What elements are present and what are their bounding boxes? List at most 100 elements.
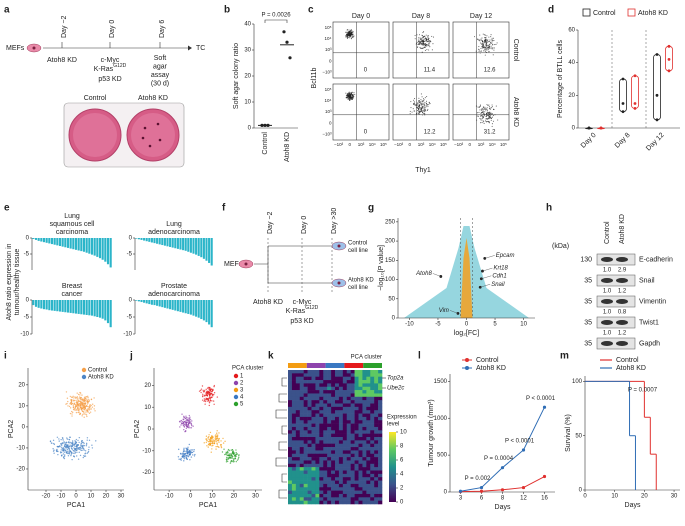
y-tick-label: 10⁵ [325,87,332,92]
cloud-dot [218,437,221,440]
bar [64,300,67,313]
cloud-dot [345,34,347,36]
heatmap-cell [327,437,332,441]
x-tick-label: −10³ [454,142,464,147]
cloud-dot [216,396,219,398]
bar [176,238,179,249]
cloud-dot [186,452,189,455]
cloud-dot [216,435,218,437]
x-tick-label: 10 [520,322,527,328]
heatmap-cell [358,477,363,481]
cloud-dot [230,454,233,457]
heatmap-cell [303,500,308,505]
cloud-dot [85,398,88,400]
cloud-dot [486,45,488,47]
heatmap-cell [331,457,336,461]
heatmap-cell [354,396,359,401]
heatmap-cell [291,443,297,448]
cloud-dot [84,407,86,410]
heatmap-cell [378,376,383,381]
heatmap-cell [378,467,383,471]
cloud-dot [418,112,420,114]
heatmap-cell [315,423,320,428]
heatmap-cell [319,470,324,475]
protein-label: Vimentin [639,298,666,305]
cloud-dot [72,452,74,455]
heatmap-cell [311,443,316,448]
timepoint-label: Day 0 [109,20,116,38]
cloud-dot [88,412,91,415]
heatmap-cell [378,490,383,495]
cloud-dot [184,417,187,419]
heatmap-cell [303,406,308,411]
cloud-dot [421,40,423,42]
heatmap-cell [358,433,363,438]
heatmap-cell [323,500,328,505]
cloud-dot [185,452,187,455]
cloud-dot [419,102,422,104]
panel-label: h [546,203,552,214]
cloud-dot [230,461,232,463]
cloud-dot [187,446,189,449]
heatmap-cell [370,373,375,377]
legend-label: 1 [240,374,244,380]
cloud-dot [71,399,73,401]
heatmap-cell [303,480,308,485]
heatmap-cell [315,390,320,394]
superscript: G12D [305,305,318,311]
bar [150,300,153,305]
bar [74,300,78,314]
heatmap-cell [346,470,351,475]
x-tick-label: 10 [88,494,95,500]
cloud-dot [497,119,499,121]
heatmap-cell [303,473,308,478]
heatmap-cell [327,473,332,478]
cloud-dot [199,389,202,392]
y-tick-label: 1500 [434,379,448,385]
heatmap-cell [342,396,348,401]
cloud-dot [64,445,66,448]
cluster-bar [325,363,345,368]
heatmap-cell [346,430,351,434]
heatmap-cell [331,380,336,384]
heatmap-cell [303,457,308,461]
cloud-dot [491,123,493,125]
heatmap-cell [323,373,328,377]
heatmap-cell [307,376,312,381]
heatmap-cell [291,426,297,431]
cloud-dot [86,400,88,402]
bar [200,300,203,320]
cloud-dot [428,42,430,45]
cloud-dot [420,103,422,105]
cloud-dot [79,394,81,396]
y-tick-label: 10³ [325,47,332,52]
heatmap-cell [315,386,320,391]
heatmap-cell [307,423,312,428]
heatmap-cell [370,433,375,438]
heatmap-cell [315,467,320,471]
heatmap-cell [366,440,371,444]
cloud-dot [486,48,488,50]
bar [109,238,112,268]
heatmap-cell [288,480,293,485]
cloud-dot [491,104,493,106]
cloud-dot [226,452,228,454]
heatmap-cell [311,393,316,398]
bar [93,300,96,317]
heatmap-cell [362,396,367,401]
heatmap-cell [338,447,344,451]
heatmap-cell [370,483,375,488]
heatmap-cell [346,443,351,448]
cloud-dot [211,448,213,450]
cloud-dot [350,93,352,95]
cloud-dot [186,450,189,453]
cloud-dot [53,443,56,446]
cloud-dot [77,448,79,450]
heatmap-cell [291,477,297,481]
heatmap-cell [315,380,320,384]
cloud-dot [87,409,89,411]
cloud-dot [487,104,489,107]
cloud-dot [488,104,490,106]
timepoint-label: Day 6 [159,20,166,38]
cloud-dot [71,413,73,415]
